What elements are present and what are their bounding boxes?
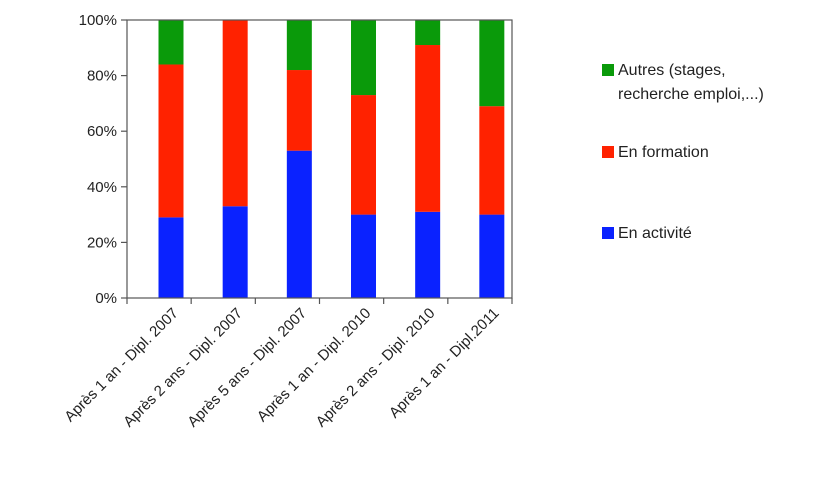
bar-en-formation-4 xyxy=(351,95,376,215)
plot-frame xyxy=(126,19,513,299)
x-category-label: Après 1 an - Dipl. 2010 xyxy=(254,305,375,426)
x-category-label: Après 2 ans - Dipl. 2010 xyxy=(313,305,439,431)
bar-autres-6 xyxy=(479,20,505,107)
bar-en-activite-5 xyxy=(415,211,441,298)
bars xyxy=(158,20,505,298)
bar-en-formation-1 xyxy=(158,64,184,218)
bar-en-activite-1 xyxy=(158,217,184,298)
y-tick-label: 60% xyxy=(87,123,117,140)
axes xyxy=(121,19,513,304)
x-category-label: Après 1 an - Dipl. 2007 xyxy=(61,305,182,426)
y-tick-label: 0% xyxy=(95,290,117,307)
bar-en-activite-4 xyxy=(351,214,376,298)
legend-label: Autres (stages, xyxy=(618,62,726,79)
y-tick-labels: 0% 20% 40% 60% 80% 100% xyxy=(79,12,117,307)
bar-autres-3 xyxy=(286,20,312,71)
x-category-label: Après 5 ans - Dipl. 2007 xyxy=(184,305,310,431)
y-tick-label: 100% xyxy=(79,12,117,29)
legend-swatch xyxy=(602,227,614,239)
y-tick-label: 20% xyxy=(87,234,117,251)
legend-label: En activité xyxy=(618,225,692,242)
bar-autres-5 xyxy=(415,20,441,46)
y-tick-label: 40% xyxy=(87,179,117,196)
bar-autres-4 xyxy=(351,20,376,96)
x-category-label: Après 2 ans - Dipl. 2007 xyxy=(120,305,246,431)
legend-label: En formation xyxy=(618,144,709,161)
bar-en-formation-5 xyxy=(415,45,441,212)
legend-swatch xyxy=(602,64,614,76)
bar-en-activite-6 xyxy=(479,214,505,298)
legend: Autres (stages, recherche emploi,...) En f… xyxy=(602,62,764,242)
bar-autres-1 xyxy=(158,20,184,65)
bar-en-formation-3 xyxy=(286,70,312,151)
legend-label: recherche emploi,...) xyxy=(618,86,764,103)
bar-en-formation-6 xyxy=(479,106,505,215)
bar-en-activite-2 xyxy=(222,206,248,298)
y-tick-label: 80% xyxy=(87,68,117,85)
x-category-label: Après 1 an - Dipl.2011 xyxy=(386,305,503,422)
bar-en-activite-3 xyxy=(286,150,312,298)
legend-swatch xyxy=(602,146,614,158)
bar-en-formation-2 xyxy=(222,20,248,207)
